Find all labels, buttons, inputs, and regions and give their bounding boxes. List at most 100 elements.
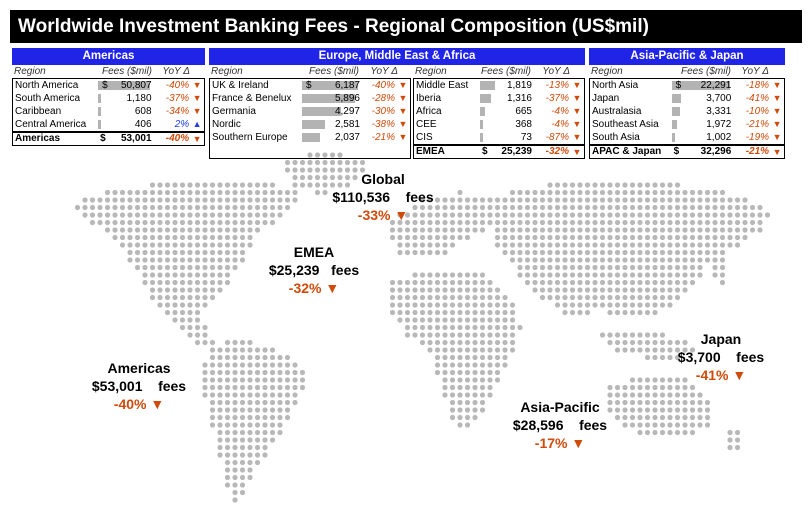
map-dot bbox=[419, 287, 426, 293]
map-dot bbox=[157, 287, 163, 293]
map-dot bbox=[479, 302, 486, 308]
map-dot bbox=[442, 197, 448, 203]
map-dot bbox=[599, 264, 606, 271]
map-dot bbox=[104, 227, 111, 233]
map-dot bbox=[389, 287, 396, 293]
map-dot bbox=[449, 324, 456, 331]
map-dot bbox=[224, 212, 231, 218]
map-dot bbox=[209, 377, 216, 383]
map-dot bbox=[637, 347, 643, 353]
map-dot bbox=[337, 174, 343, 181]
map-dot bbox=[172, 257, 178, 263]
map-dot bbox=[524, 257, 531, 263]
map-dot bbox=[232, 399, 238, 406]
map-dot bbox=[652, 422, 658, 428]
map-dot bbox=[172, 182, 178, 188]
map-dot bbox=[629, 212, 636, 218]
map-dot bbox=[299, 182, 306, 188]
map-dot bbox=[539, 204, 546, 211]
map-dot bbox=[232, 444, 238, 451]
map-dot bbox=[614, 384, 621, 391]
fee-value: 1,819 bbox=[506, 80, 532, 91]
map-dot bbox=[749, 219, 756, 226]
map-dot bbox=[232, 204, 238, 211]
map-dot bbox=[577, 249, 583, 256]
map-dot bbox=[464, 332, 471, 338]
map-dot bbox=[442, 204, 448, 211]
map-dot bbox=[472, 362, 478, 368]
map-dot bbox=[659, 332, 666, 338]
map-dot bbox=[674, 339, 681, 346]
map-dot bbox=[562, 182, 568, 188]
map-dot bbox=[232, 459, 238, 466]
row-fees: 1,316 bbox=[478, 92, 534, 105]
dollar-sign: $ bbox=[100, 133, 106, 144]
map-dot bbox=[89, 204, 96, 211]
map-dot bbox=[479, 227, 486, 233]
map-dot bbox=[502, 354, 508, 361]
fee-bar bbox=[480, 81, 495, 90]
map-dot bbox=[539, 212, 546, 218]
map-dot bbox=[682, 272, 688, 278]
map-dot bbox=[584, 227, 591, 233]
map-dot bbox=[502, 309, 508, 316]
map-dot bbox=[487, 347, 493, 353]
map-dot bbox=[157, 242, 163, 248]
map-dot bbox=[577, 272, 583, 278]
map-dot bbox=[517, 212, 523, 218]
map-dot bbox=[464, 227, 471, 233]
map-dot bbox=[179, 234, 186, 241]
fee-value: 50,807 bbox=[120, 80, 152, 91]
map-dot bbox=[149, 227, 156, 233]
table-row: Nordic 2,581 -38% ▼ bbox=[210, 118, 410, 131]
map-dot bbox=[472, 287, 478, 293]
map-dot bbox=[269, 212, 276, 218]
map-dot bbox=[419, 227, 426, 233]
map-dot bbox=[727, 197, 733, 203]
map-dot bbox=[599, 249, 606, 256]
map-dot bbox=[622, 242, 628, 248]
map-dot bbox=[442, 234, 448, 241]
row-region: Japan bbox=[592, 93, 620, 104]
map-dot bbox=[682, 219, 688, 226]
map-dot bbox=[179, 242, 186, 248]
map-dot bbox=[659, 249, 666, 256]
map-dot bbox=[209, 369, 216, 376]
map-dot bbox=[262, 347, 268, 353]
map-dot bbox=[689, 429, 696, 436]
japan-amount: $3,700 bbox=[677, 349, 721, 365]
map-dot bbox=[149, 189, 156, 196]
map-dot bbox=[487, 287, 493, 293]
map-dot bbox=[232, 182, 238, 188]
map-dot bbox=[322, 159, 328, 166]
map-dot bbox=[247, 429, 253, 436]
map-dot bbox=[224, 264, 231, 271]
map-dot bbox=[209, 234, 216, 241]
map-dot bbox=[644, 414, 651, 421]
map-dot bbox=[659, 339, 666, 346]
map-dot bbox=[164, 279, 171, 286]
map-dot bbox=[667, 422, 673, 428]
row-yoy: -34% bbox=[165, 106, 190, 117]
americas-total-row: Americas $53,001 -40% ▼ bbox=[12, 132, 205, 146]
map-dot bbox=[224, 257, 231, 263]
fee-bar bbox=[302, 81, 358, 90]
map-dot bbox=[712, 212, 718, 218]
map-dot bbox=[142, 249, 148, 256]
map-dot bbox=[644, 429, 651, 436]
table-row: Germania 4,297 -30% ▼ bbox=[210, 105, 410, 118]
map-dot bbox=[674, 392, 681, 398]
map-dot bbox=[232, 377, 238, 383]
map-dot bbox=[277, 384, 283, 391]
map-dot bbox=[202, 392, 208, 398]
fee-value: 6,187 bbox=[334, 80, 360, 91]
map-dot bbox=[734, 444, 741, 451]
map-dot bbox=[157, 264, 163, 271]
map-dot bbox=[217, 377, 223, 383]
map-dot bbox=[232, 219, 238, 226]
map-dot bbox=[419, 332, 426, 338]
map-dot bbox=[629, 422, 636, 428]
map-dot bbox=[479, 399, 486, 406]
map-dot bbox=[397, 227, 403, 233]
map-dot bbox=[434, 219, 441, 226]
